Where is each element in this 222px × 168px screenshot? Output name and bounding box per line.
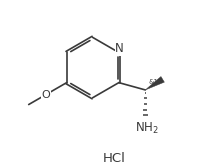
Text: &1: &1 [149,79,159,85]
Text: NH$_2$: NH$_2$ [135,120,159,136]
Polygon shape [145,77,164,90]
Text: HCl: HCl [103,152,126,165]
Text: N: N [115,42,124,55]
Text: O: O [42,90,50,99]
